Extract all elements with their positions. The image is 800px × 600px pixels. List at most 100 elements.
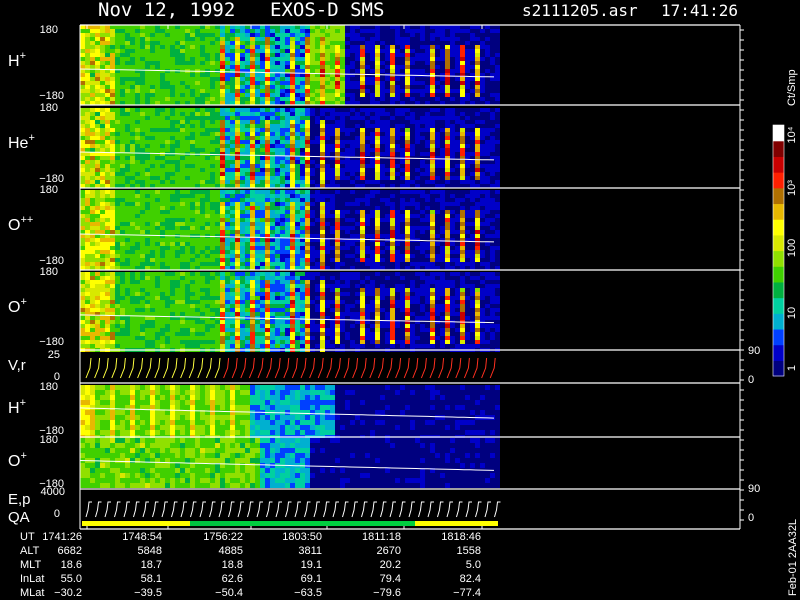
heatmap-cell: [430, 101, 435, 105]
heatmap-cell: [285, 160, 290, 164]
heatmap-cell: [200, 194, 205, 198]
heatmap-cell: [215, 160, 220, 164]
heatmap-cell: [330, 65, 335, 69]
heatmap-cell: [165, 218, 170, 222]
heatmap-cell: [255, 49, 260, 53]
heatmap-cell: [375, 226, 380, 230]
heatmap-cell: [95, 101, 100, 105]
heatmap-cell: [110, 176, 115, 180]
heatmap-cell: [355, 89, 360, 93]
heatmap-cell: [315, 116, 320, 120]
heatmap-cell: [135, 198, 140, 202]
heatmap-cell: [85, 81, 90, 85]
heatmap-cell: [305, 202, 310, 206]
heatmap-cell: [265, 214, 270, 218]
heatmap-cell: [200, 202, 205, 206]
heatmap-cell: [245, 81, 250, 85]
heatmap-cell: [355, 164, 360, 168]
heatmap-cell: [170, 194, 175, 198]
heatmap-cell: [375, 262, 380, 266]
heatmap-cell: [460, 108, 465, 112]
heatmap-cell: [340, 238, 345, 242]
heatmap-cell: [195, 41, 200, 45]
heatmap-cell: [185, 85, 190, 89]
heatmap-cell: [335, 101, 340, 105]
heatmap-cell: [390, 168, 395, 172]
heatmap-cell: [385, 37, 390, 41]
heatmap-cell: [300, 254, 305, 258]
heatmap-cell: [190, 206, 195, 210]
heatmap-cell: [400, 160, 405, 164]
heatmap-cell: [245, 184, 250, 188]
heatmap-cell: [400, 45, 405, 49]
heatmap-cell: [380, 218, 385, 222]
heatmap-cell: [170, 160, 175, 164]
heatmap-cell: [415, 49, 420, 53]
heatmap-cell: [265, 108, 270, 112]
heatmap-cell: [310, 242, 315, 246]
heatmap-cell: [150, 238, 155, 242]
heatmap-cell: [215, 41, 220, 45]
heatmap-cell: [455, 184, 460, 188]
heatmap-cell: [310, 180, 315, 184]
heatmap-cell: [395, 168, 400, 172]
heatmap-cell: [225, 33, 230, 37]
heatmap-cell: [150, 69, 155, 73]
heatmap-cell: [215, 214, 220, 218]
heatmap-cell: [495, 81, 500, 85]
heatmap-cell: [170, 101, 175, 105]
heatmap-cell: [290, 222, 295, 226]
heatmap-cell: [130, 45, 135, 49]
heatmap-cell: [215, 128, 220, 132]
heatmap-cell: [275, 136, 280, 140]
heatmap-cell: [215, 108, 220, 112]
heatmap-cell: [140, 85, 145, 89]
heatmap-cell: [135, 37, 140, 41]
heatmap-cell: [385, 140, 390, 144]
heatmap-cell: [245, 230, 250, 234]
heatmap-cell: [295, 184, 300, 188]
heatmap-cell: [205, 128, 210, 132]
heatmap-cell: [385, 176, 390, 180]
heatmap-cell: [350, 124, 355, 128]
heatmap-cell: [225, 124, 230, 128]
heatmap-cell: [490, 112, 495, 116]
heatmap-cell: [270, 152, 275, 156]
heatmap-cell: [350, 49, 355, 53]
heatmap-cell: [485, 81, 490, 85]
heatmap-cell: [355, 132, 360, 136]
heatmap-cell: [280, 128, 285, 132]
heatmap-cell: [335, 124, 340, 128]
heatmap-cell: [410, 230, 415, 234]
heatmap-cell: [295, 101, 300, 105]
heatmap-cell: [130, 210, 135, 214]
heatmap-cell: [450, 93, 455, 97]
heatmap-cell: [80, 124, 85, 128]
heatmap-cell: [195, 25, 200, 29]
heatmap-cell: [320, 198, 325, 202]
heatmap-cell: [130, 218, 135, 222]
heatmap-cell: [375, 128, 380, 132]
heatmap-cell: [410, 190, 415, 194]
heatmap-cell: [285, 57, 290, 61]
heatmap-cell: [215, 218, 220, 222]
heatmap-cell: [255, 152, 260, 156]
heatmap-cell: [155, 49, 160, 53]
heatmap-cell: [435, 266, 440, 270]
heatmap-cell: [275, 101, 280, 105]
heatmap-cell: [305, 49, 310, 53]
heatmap-cell: [440, 85, 445, 89]
heatmap-cell: [130, 172, 135, 176]
heatmap-cell: [420, 230, 425, 234]
heatmap-cell: [395, 65, 400, 69]
heatmap-cell: [260, 73, 265, 77]
heatmap-cell: [480, 101, 485, 105]
heatmap-cell: [80, 222, 85, 226]
heatmap-cell: [85, 132, 90, 136]
heatmap-cell: [380, 234, 385, 238]
heatmap-cell: [185, 65, 190, 69]
heatmap-cell: [430, 97, 435, 101]
heatmap-cell: [345, 152, 350, 156]
heatmap-cell: [425, 136, 430, 140]
heatmap-cell: [80, 89, 85, 93]
